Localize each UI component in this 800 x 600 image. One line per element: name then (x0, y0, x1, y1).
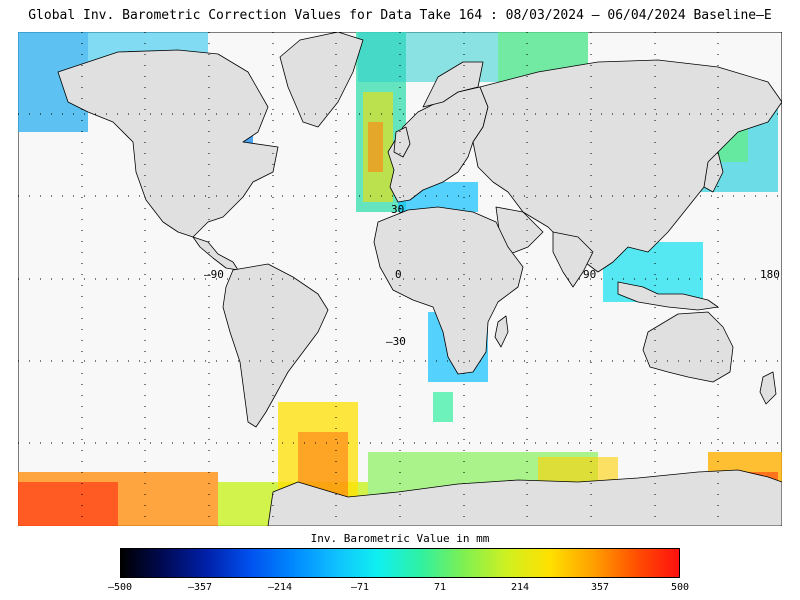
colorbar-tick: –214 (267, 582, 293, 593)
land-asia (472, 59, 782, 273)
colorbar-tick: –500 (107, 582, 133, 593)
land-north-america (57, 49, 279, 238)
land-australia (642, 311, 734, 383)
land-india (552, 231, 594, 288)
colorbar-label: Inv. Barometric Value in mm (310, 532, 490, 545)
colorbar-ticks: –500 –357 –214 –71 71 214 357 500 (0, 582, 800, 598)
lon-label: 180 (760, 268, 780, 281)
colorbar-tick: 214 (510, 582, 530, 593)
land-masses (57, 32, 782, 526)
colorbar-tick: 500 (670, 582, 690, 593)
lat-label: 30 (391, 203, 404, 216)
land-new-zealand (759, 371, 777, 405)
land-scandinavia (422, 61, 484, 108)
track-swath (368, 122, 383, 172)
land-madagascar (494, 315, 509, 348)
land-japan (703, 151, 724, 193)
land-british-isles (393, 126, 411, 158)
land-south-america (222, 263, 329, 428)
lon-label: –90 (204, 268, 224, 281)
track-swath (18, 482, 118, 526)
colorbar-tick: 357 (590, 582, 610, 593)
colorbar-tick: –71 (350, 582, 370, 593)
track-swath (433, 392, 453, 422)
colorbar-tick: –357 (187, 582, 213, 593)
land-antarctica (267, 469, 782, 526)
colorbar (120, 548, 680, 578)
colorbar-tick: 71 (433, 582, 447, 593)
lon-label: 90 (583, 268, 596, 281)
land-africa (373, 206, 524, 375)
grid-labels: –90 0 90 180 30 –30 (204, 203, 780, 348)
world-map: –90 0 90 180 30 –30 (18, 32, 782, 526)
map-title: Global Inv. Barometric Correction Values… (28, 8, 772, 23)
lat-label: –30 (386, 335, 406, 348)
land-greenland (279, 32, 364, 128)
lon-label: 0 (395, 268, 402, 281)
